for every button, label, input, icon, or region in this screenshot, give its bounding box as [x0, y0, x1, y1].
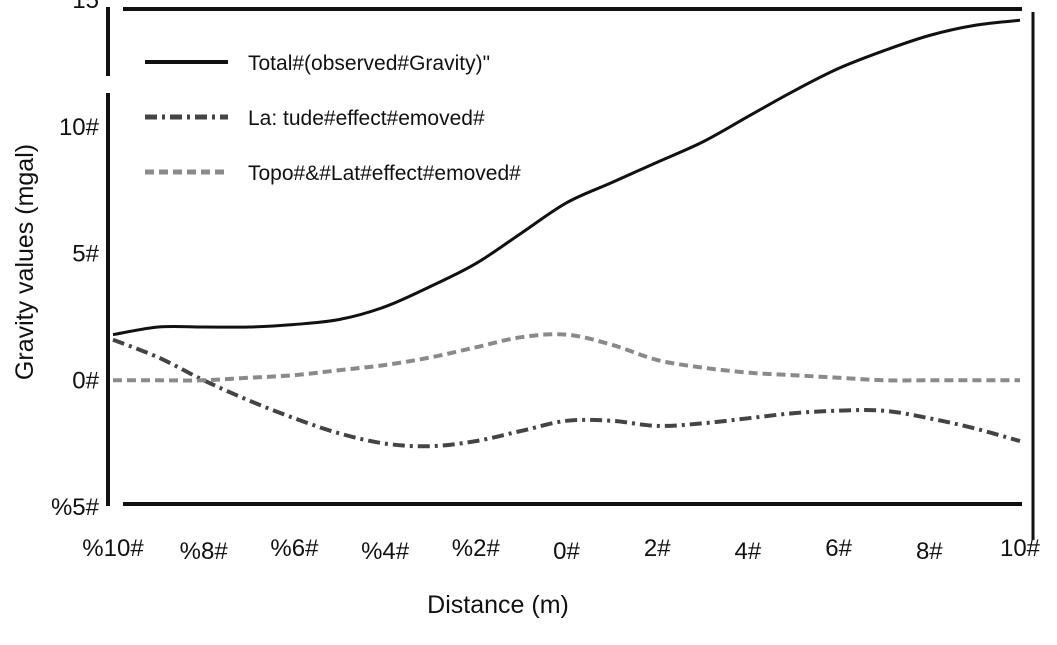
y-tick-label: %5#: [51, 494, 100, 521]
x-tick-label: 10#: [1000, 535, 1041, 562]
y-tick-label: 15: [72, 0, 99, 14]
x-tick-label: %10#: [82, 535, 144, 562]
legend-label-1: Total#(observed#Gravity)": [248, 52, 490, 75]
x-tick-label: 2#: [644, 535, 671, 562]
y-tick-label: 5#: [72, 241, 99, 268]
legend: Total#(observed#Gravity)" La: tude#effect…: [145, 52, 521, 185]
x-tick-label: %2#: [452, 535, 501, 562]
series-line-3: [113, 332, 1021, 383]
y-axis-label: Gravity values (mgal): [11, 144, 39, 380]
series-group: [112, 18, 1021, 449]
x-tick-label: %4#: [361, 538, 410, 565]
x-tick-label: 0#: [553, 538, 580, 565]
x-tick-label: 6#: [825, 535, 852, 562]
legend-label-3: Topo#&#Lat#effect#emoved#: [248, 162, 521, 185]
y-tick-label: 10#: [59, 114, 100, 141]
x-axis-label: Distance (m): [427, 591, 569, 619]
legend-label-2: La: tude#effect#emoved#: [248, 107, 485, 130]
plot-frame: [106, 7, 1035, 540]
series-line-2: [112, 337, 1021, 449]
x-tick-labels: %10# %8# %6# %4# %2# 0# 2# 4# 6# 8# 10#: [82, 535, 1040, 565]
x-tick-label: %8#: [180, 538, 229, 565]
series-line-1: [112, 18, 1021, 337]
y-tick-label: 0#: [72, 367, 99, 394]
y-tick-labels: 15 10# 5# 0# %5#: [51, 0, 100, 521]
x-tick-label: %6#: [270, 535, 319, 562]
x-tick-label: 4#: [735, 538, 762, 565]
x-tick-label: 8#: [916, 538, 943, 565]
